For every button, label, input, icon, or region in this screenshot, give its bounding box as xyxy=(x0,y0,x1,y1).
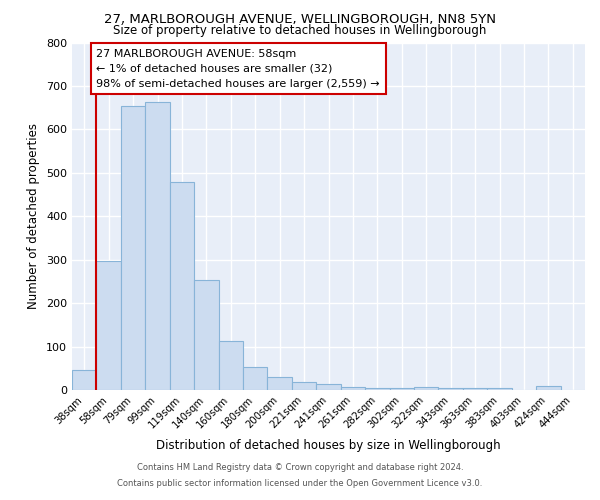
X-axis label: Distribution of detached houses by size in Wellingborough: Distribution of detached houses by size … xyxy=(156,439,501,452)
Bar xyxy=(487,388,512,390)
Y-axis label: Number of detached properties: Number of detached properties xyxy=(28,123,40,309)
Bar xyxy=(170,182,194,390)
Bar xyxy=(121,106,145,390)
Bar xyxy=(389,388,414,390)
Bar xyxy=(536,386,560,390)
Bar xyxy=(341,386,365,390)
Bar xyxy=(145,102,170,390)
Bar xyxy=(439,388,463,390)
Bar xyxy=(463,388,487,390)
Bar xyxy=(316,384,341,390)
Bar xyxy=(268,378,292,390)
Bar xyxy=(72,370,97,390)
Text: Size of property relative to detached houses in Wellingborough: Size of property relative to detached ho… xyxy=(113,24,487,37)
Bar xyxy=(97,260,121,390)
Text: 27 MARLBOROUGH AVENUE: 58sqm
← 1% of detached houses are smaller (32)
98% of sem: 27 MARLBOROUGH AVENUE: 58sqm ← 1% of det… xyxy=(97,49,380,88)
Bar xyxy=(218,341,243,390)
Bar xyxy=(292,382,316,390)
Bar xyxy=(194,280,218,390)
Text: Contains public sector information licensed under the Open Government Licence v3: Contains public sector information licen… xyxy=(118,478,482,488)
Bar xyxy=(414,388,439,390)
Text: 27, MARLBOROUGH AVENUE, WELLINGBOROUGH, NN8 5YN: 27, MARLBOROUGH AVENUE, WELLINGBOROUGH, … xyxy=(104,12,496,26)
Bar xyxy=(365,388,389,390)
Bar xyxy=(243,368,268,390)
Text: Contains HM Land Registry data © Crown copyright and database right 2024.: Contains HM Land Registry data © Crown c… xyxy=(137,464,463,472)
